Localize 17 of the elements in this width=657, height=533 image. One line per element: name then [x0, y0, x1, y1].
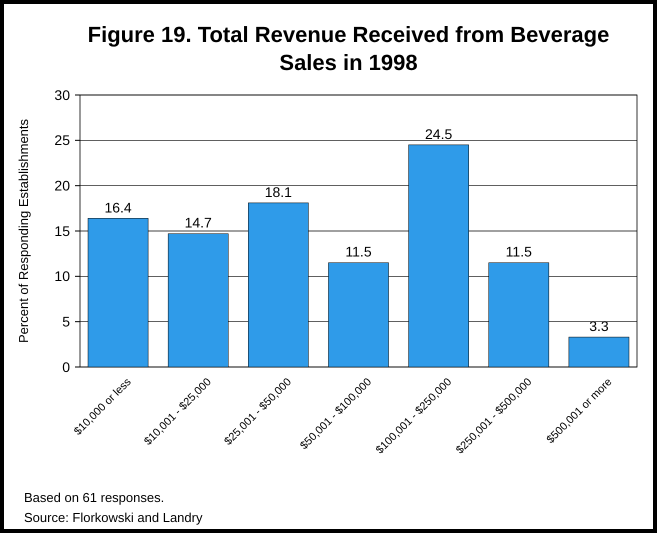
- data-label: 24.5: [425, 126, 452, 142]
- y-tick-label: 15: [54, 222, 70, 239]
- chart-title: Figure 19. Total Revenue Received from Beverage Sales in 1998: [88, 22, 610, 75]
- data-label: 11.5: [345, 244, 372, 260]
- y-tick-label: 20: [54, 178, 70, 194]
- data-label: 16.4: [104, 199, 132, 216]
- data-label: 18.1: [264, 184, 292, 200]
- data-label: 11.5: [506, 244, 532, 260]
- y-tick-label: 5: [62, 314, 70, 330]
- y-axis-title: Percent of Responding Establishments: [16, 118, 31, 344]
- source-note: Source: Florkowski and Landry: [24, 510, 203, 525]
- text: Based on 61 responses.: [24, 490, 164, 505]
- y-tick-label: 25: [54, 132, 70, 148]
- y-tick-label: 30: [54, 86, 70, 103]
- y-tick-label: 0: [62, 358, 70, 375]
- data-label: 14.7: [184, 214, 212, 231]
- y-tick-label: 10: [54, 268, 70, 284]
